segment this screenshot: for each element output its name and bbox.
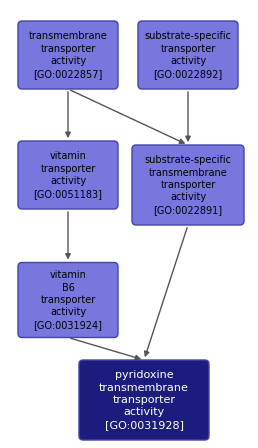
FancyBboxPatch shape (132, 145, 244, 225)
Text: vitamin
transporter
activity
[GO:0051183]: vitamin transporter activity [GO:0051183… (34, 151, 102, 198)
FancyBboxPatch shape (18, 141, 118, 209)
Text: substrate-specific
transmembrane
transporter
activity
[GO:0022891]: substrate-specific transmembrane transpo… (144, 155, 231, 215)
Text: pyridoxine
transmembrane
transporter
activity
[GO:0031928]: pyridoxine transmembrane transporter act… (99, 370, 189, 430)
FancyBboxPatch shape (18, 21, 118, 89)
FancyBboxPatch shape (18, 263, 118, 337)
FancyBboxPatch shape (138, 21, 238, 89)
Text: transmembrane
transporter
activity
[GO:0022857]: transmembrane transporter activity [GO:0… (29, 31, 107, 78)
FancyBboxPatch shape (79, 360, 209, 440)
Text: substrate-specific
transporter
activity
[GO:0022892]: substrate-specific transporter activity … (144, 31, 231, 78)
Text: vitamin
B6
transporter
activity
[GO:0031924]: vitamin B6 transporter activity [GO:0031… (34, 270, 102, 330)
